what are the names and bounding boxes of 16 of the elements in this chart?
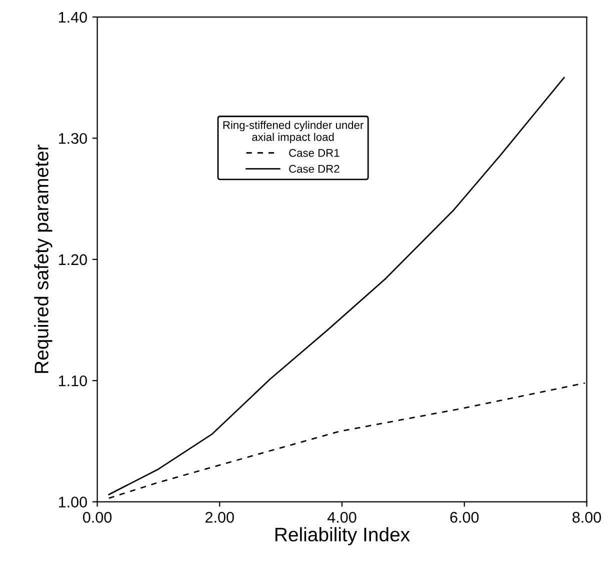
legend-label: Case DR2 xyxy=(289,164,340,173)
x-tick-label: 2.00 xyxy=(206,512,234,523)
y-axis-title: Required safety parameter xyxy=(34,144,52,373)
line-series xyxy=(108,76,565,496)
x-tick-label: 0.00 xyxy=(83,512,112,523)
legend-label: Case DR1 xyxy=(289,149,340,157)
x-axis-title: Reliability Index xyxy=(276,527,410,546)
legend-title: Ring-stiffened cylinder under axial impact load xyxy=(223,120,364,144)
y-tick-label: 1.00 xyxy=(58,496,87,508)
x-tick-label: 8.00 xyxy=(572,512,601,523)
x-tick-label: 4.00 xyxy=(327,512,356,523)
x-tick-label: 6.00 xyxy=(450,512,479,523)
y-tick-label: 1.10 xyxy=(58,375,87,386)
y-tick-label: 1.30 xyxy=(58,133,87,144)
y-tick-label: 1.20 xyxy=(58,254,87,266)
y-tick-label: 1.40 xyxy=(58,12,87,23)
